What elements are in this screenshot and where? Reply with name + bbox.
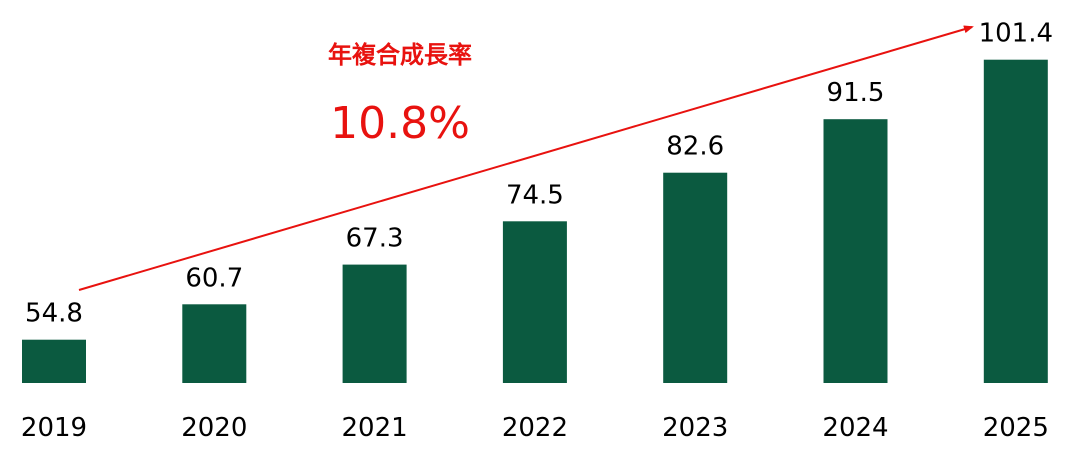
x-tick-label-2019: 2019 [21, 413, 87, 443]
bar-2024 [823, 119, 888, 383]
bar-2022 [502, 221, 567, 383]
x-tick-label-2025: 2025 [983, 413, 1049, 443]
bar-2023 [663, 172, 728, 383]
value-label-2022: 74.5 [506, 180, 564, 210]
value-labels-layer: 54.8 60.7 67.3 74.5 82.6 91.5 101.4 [25, 19, 1053, 329]
x-tick-label-2021: 2021 [342, 413, 408, 443]
value-label-2024: 91.5 [827, 78, 885, 108]
value-label-2025: 101.4 [979, 19, 1053, 49]
cagr-value: 10.8% [330, 98, 470, 149]
bar-2020 [182, 304, 247, 383]
growth-trend-arrow [78, 25, 974, 291]
bar-2019 [22, 339, 86, 383]
x-tick-label-2024: 2024 [822, 413, 888, 443]
bar-2021 [342, 264, 407, 383]
x-tick-label-2022: 2022 [502, 413, 568, 443]
value-label-2020: 60.7 [185, 263, 243, 293]
bar-2025 [983, 59, 1048, 383]
value-label-2019: 54.8 [25, 299, 83, 329]
value-label-2023: 82.6 [666, 132, 724, 162]
value-label-2021: 67.3 [346, 224, 404, 254]
bars-layer [22, 59, 1048, 383]
cagr-title: 年複合成長率 [328, 41, 472, 69]
x-axis-tick-labels: 2019 2020 2021 2022 2023 2024 2025 [21, 413, 1049, 443]
x-tick-label-2020: 2020 [181, 413, 247, 443]
x-tick-label-2023: 2023 [662, 413, 728, 443]
